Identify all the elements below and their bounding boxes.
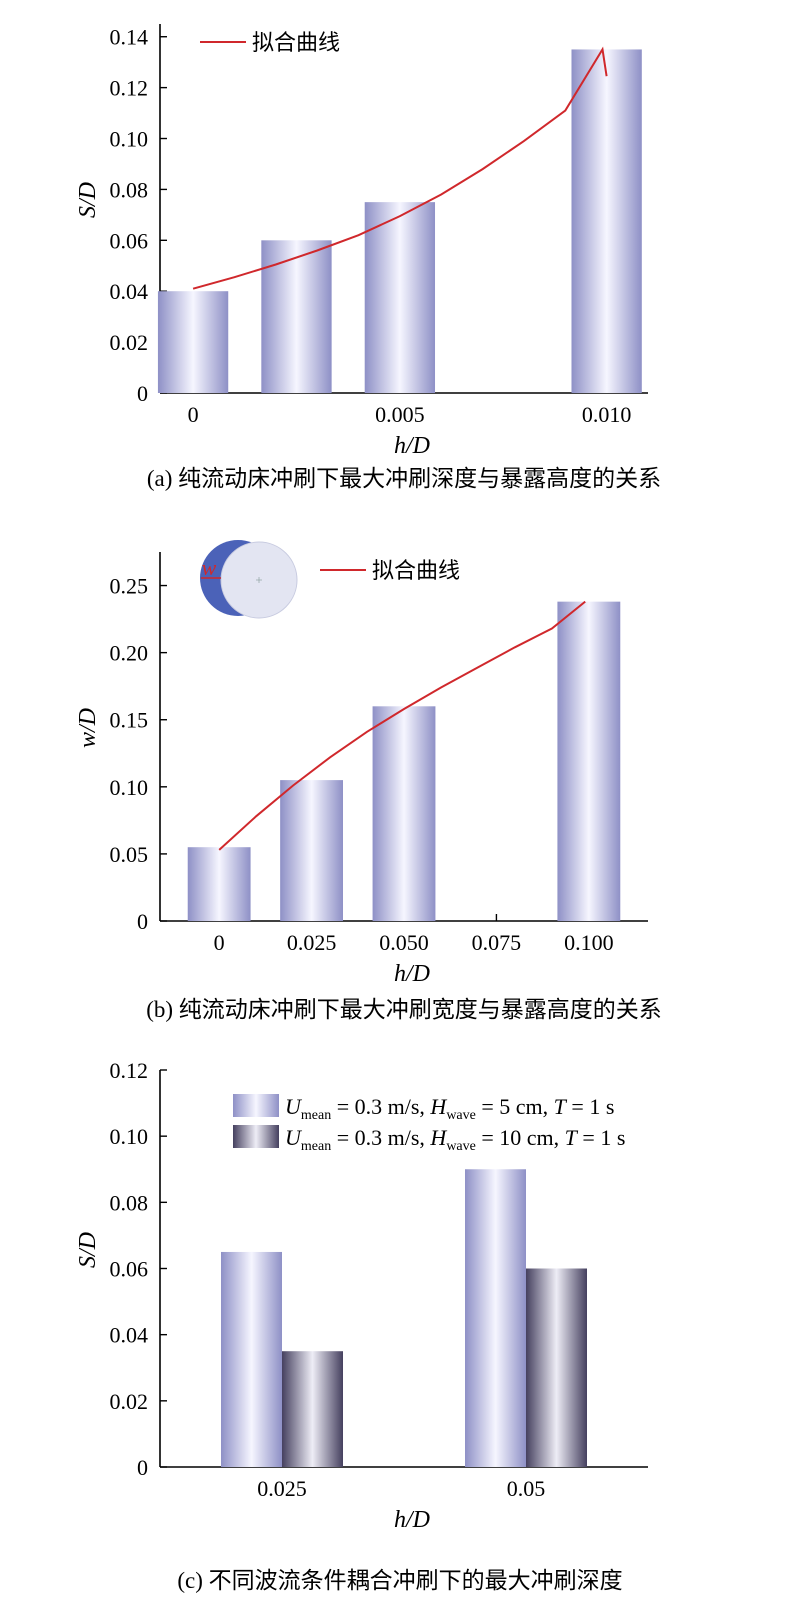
- y-tick-label: 0.15: [110, 708, 149, 733]
- legend: Umean = 0.3 m/s, Hwave = 5 cm, T = 1 sUm…: [233, 1094, 625, 1154]
- y-tick-label: 0.04: [110, 1323, 149, 1348]
- bar: [157, 291, 229, 393]
- fit-curve-line: [218, 600, 586, 851]
- legend: 拟合曲线: [200, 30, 340, 55]
- y-tick-label: 0.06: [110, 1257, 149, 1282]
- x-tick-label: 0.010: [582, 402, 632, 427]
- y-tick-label: 0.04: [110, 279, 149, 304]
- y-axis-label: S/D: [75, 182, 101, 218]
- legend-swatch-series-2: [233, 1125, 279, 1148]
- inset-width-label: w: [202, 555, 217, 580]
- caption: (b) 纯流动床冲刷下最大冲刷宽度与暴露高度的关系: [146, 997, 662, 1022]
- chart-c: 0 0.02 0.04 0.06 0.08 0.10 0.12 0.025 0.05 Umean …: [75, 1058, 648, 1593]
- y-tick-label: 0: [137, 381, 148, 406]
- y-tick-label: 0: [137, 909, 148, 934]
- y-axis-label: S/D: [75, 1232, 101, 1268]
- y-tick-label: 0.05: [110, 842, 149, 867]
- bar-series-2: [282, 1351, 343, 1467]
- caption: (c) 不同波流条件耦合冲刷下的最大冲刷深度: [177, 1568, 622, 1593]
- legend-label: 拟合曲线: [372, 558, 460, 583]
- bar: [571, 49, 642, 394]
- chart-a: 0 0.02 0.04 0.06 0.08 0.10 0.12 0.14 0 0.005 0.010…: [75, 24, 661, 491]
- x-tick-label: 0.005: [375, 402, 425, 427]
- bar: [261, 240, 332, 393]
- y-tick-label: 0.20: [110, 641, 149, 666]
- bar: [280, 780, 343, 921]
- bar: [187, 847, 251, 921]
- x-tick-label: 0.075: [472, 930, 522, 955]
- y-tick-label: 0.02: [110, 1389, 149, 1414]
- fit-curve-line: [192, 46, 608, 290]
- y-tick-label: 0.12: [110, 76, 149, 101]
- y-tick-label: 0: [137, 1455, 148, 1480]
- y-tick-label: 0.08: [110, 177, 149, 202]
- x-tick-label: 0.100: [564, 930, 614, 955]
- legend-label-series-2: Umean = 0.3 m/s, Hwave = 10 cm, T = 1 s: [285, 1125, 625, 1154]
- y-tick-label: 0.02: [110, 330, 149, 355]
- x-tick-label: 0: [214, 930, 225, 955]
- y-tick-label: 0.08: [110, 1190, 149, 1215]
- x-tick-label: 0.05: [507, 1476, 546, 1501]
- y-tick-label: 0.12: [110, 1058, 149, 1083]
- bar: [372, 706, 436, 921]
- scour-width-inset: w: [200, 540, 298, 619]
- x-tick-label: 0.050: [379, 930, 429, 955]
- x-axis-label: h/D: [394, 1507, 430, 1533]
- x-tick-label: 0.025: [257, 1476, 307, 1501]
- legend-swatch-series-1: [233, 1094, 279, 1117]
- x-axis-label: h/D: [394, 433, 430, 459]
- bar: [364, 202, 436, 393]
- bar-series-1: [221, 1251, 282, 1467]
- x-tick-label: 0: [188, 402, 199, 427]
- y-tick-label: 0.25: [110, 574, 149, 599]
- y-tick-label: 0.10: [110, 1124, 149, 1149]
- x-tick-label: 0.025: [287, 930, 337, 955]
- bar: [557, 601, 621, 921]
- y-axis-label: w/D: [75, 708, 101, 748]
- x-axis-label: h/D: [394, 961, 430, 987]
- chart-b: 0 0.05 0.10 0.15 0.20 0.25 0 0.025 0.050 0.075 0.1…: [75, 540, 662, 1022]
- legend-label: 拟合曲线: [252, 30, 340, 55]
- bar-series-1: [465, 1169, 526, 1467]
- y-tick-label: 0.10: [110, 127, 149, 152]
- caption: (a) 纯流动床冲刷下最大冲刷深度与暴露高度的关系: [147, 466, 661, 491]
- bar-series-2: [526, 1268, 587, 1467]
- y-tick-label: 0.10: [110, 775, 149, 800]
- y-tick-label: 0.14: [110, 25, 149, 50]
- legend: 拟合曲线: [320, 558, 460, 583]
- legend-label-series-1: Umean = 0.3 m/s, Hwave = 5 cm, T = 1 s: [285, 1094, 614, 1123]
- y-tick-label: 0.06: [110, 228, 149, 253]
